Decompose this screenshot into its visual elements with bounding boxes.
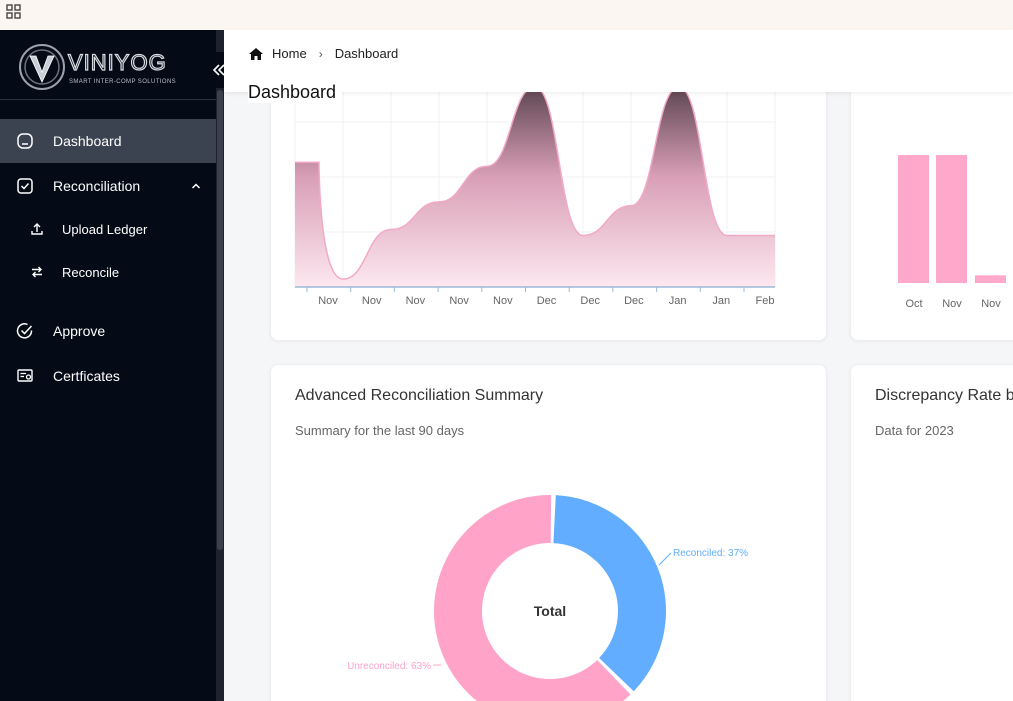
home-icon[interactable] — [248, 47, 264, 61]
area-line — [295, 86, 775, 280]
card-title: Discrepancy Rate b — [875, 387, 1013, 404]
brand-tagline: SMART INTER-COMP SOLUTIONS — [69, 79, 176, 85]
sidebar-item-label: Reconciliation — [53, 178, 141, 194]
x-tick-label: Oct — [905, 298, 922, 310]
x-tick-label: Jan — [669, 295, 687, 307]
x-tick-label: Feb — [756, 295, 775, 307]
x-tick-label: Jan — [712, 295, 730, 307]
sidebar-item-certificates[interactable]: Certficates — [0, 354, 216, 398]
sidebar-item-label: Dashboard — [53, 133, 122, 149]
brand-logo[interactable]: VINIYOG SMART INTER-COMP SOLUTIONS — [16, 40, 192, 94]
donut-center-label: Total — [534, 603, 566, 619]
x-tick-label: Nov — [942, 298, 962, 310]
viniyog-logo-icon: VINIYOG SMART INTER-COMP SOLUTIONS — [19, 44, 176, 90]
label-leader-line — [658, 552, 672, 566]
dashboard-icon — [17, 133, 33, 149]
sidebar-scrollbar[interactable] — [216, 30, 224, 701]
reconciled-label: Reconciled: 37% — [673, 548, 748, 559]
breadcrumb-current: Dashboard — [334, 46, 399, 61]
sidebar-subitem-label: Reconcile — [62, 264, 120, 280]
chevron-up-icon[interactable] — [190, 180, 202, 192]
x-tick-label: Nov — [318, 295, 338, 307]
upload-icon — [31, 223, 43, 235]
page-title: Dashboard — [248, 82, 343, 103]
trend-chart-card: Nov Nov Nov Nov Nov Dec Dec Dec Jan Jan Feb — [270, 70, 827, 341]
brand-name: VINIYOG — [68, 50, 167, 75]
x-tick-label: Dec — [537, 295, 557, 307]
breadcrumb: Home › Dashboard — [248, 46, 398, 61]
discrepancy-rate-card: Discrepancy Rate b Data for 2023 — [850, 364, 1013, 701]
sidebar-item-label: Approve — [53, 323, 106, 339]
donut-slice[interactable] — [434, 495, 631, 701]
check-circle-icon — [16, 323, 33, 339]
apps-grid-icon[interactable] — [6, 4, 22, 20]
sidebar-subitem-reconcile[interactable]: Reconcile — [0, 254, 216, 290]
trend-area-chart: Nov Nov Nov Nov Nov Dec Dec Dec Jan Jan Feb — [294, 71, 776, 307]
top-strip — [0, 0, 1013, 30]
bar-chart-card: Oct Nov Nov — [850, 70, 1013, 341]
sidebar-item-reconciliation[interactable]: Reconciliation — [0, 164, 216, 208]
breadcrumb-home[interactable]: Home — [272, 46, 307, 61]
sidebar-divider — [0, 99, 216, 100]
card-subtitle: Summary for the last 90 days — [295, 423, 465, 438]
sidebar: VINIYOG SMART INTER-COMP SOLUTIONS Dashb… — [0, 30, 224, 701]
top-header: Home › Dashboard — [224, 30, 1013, 92]
card-title: Advanced Reconciliation Summary — [295, 387, 544, 404]
bar[interactable] — [975, 275, 1006, 283]
donut-slice[interactable] — [553, 495, 666, 692]
swap-icon — [32, 266, 42, 278]
x-tick-label: Dec — [580, 295, 600, 307]
sidebar-item-label: Certficates — [53, 368, 120, 384]
bar[interactable] — [898, 155, 929, 283]
x-tick-label: Nov — [493, 295, 513, 307]
double-chevron-left-icon — [212, 64, 225, 76]
card-subtitle: Data for 2023 — [875, 423, 954, 438]
bar[interactable] — [936, 155, 967, 283]
reconciliation-donut-chart: Total Reconciled: 37% Unreconciled: 63% — [347, 495, 748, 701]
check-square-icon — [17, 178, 33, 194]
x-tick-label: Dec — [624, 295, 644, 307]
breadcrumb-separator-icon: › — [318, 46, 323, 61]
bar-chart: Oct Nov Nov — [898, 155, 1006, 310]
scrollbar-thumb[interactable] — [217, 90, 223, 550]
x-tick-label: Nov — [449, 295, 469, 307]
x-tick-label: Nov — [981, 298, 1001, 310]
sidebar-item-approve[interactable]: Approve — [0, 309, 216, 353]
sidebar-item-dashboard[interactable]: Dashboard — [0, 119, 216, 163]
certificate-icon — [17, 369, 33, 382]
reconciliation-summary-card: Advanced Reconciliation Summary Summary … — [270, 364, 827, 701]
area-fill — [295, 87, 775, 287]
x-tick-label: Nov — [362, 295, 382, 307]
unreconciled-label: Unreconciled: 63% — [347, 661, 431, 672]
sidebar-subitem-upload-ledger[interactable]: Upload Ledger — [0, 211, 216, 247]
x-tick-label: Nov — [406, 295, 426, 307]
sidebar-subitem-label: Upload Ledger — [62, 221, 148, 237]
